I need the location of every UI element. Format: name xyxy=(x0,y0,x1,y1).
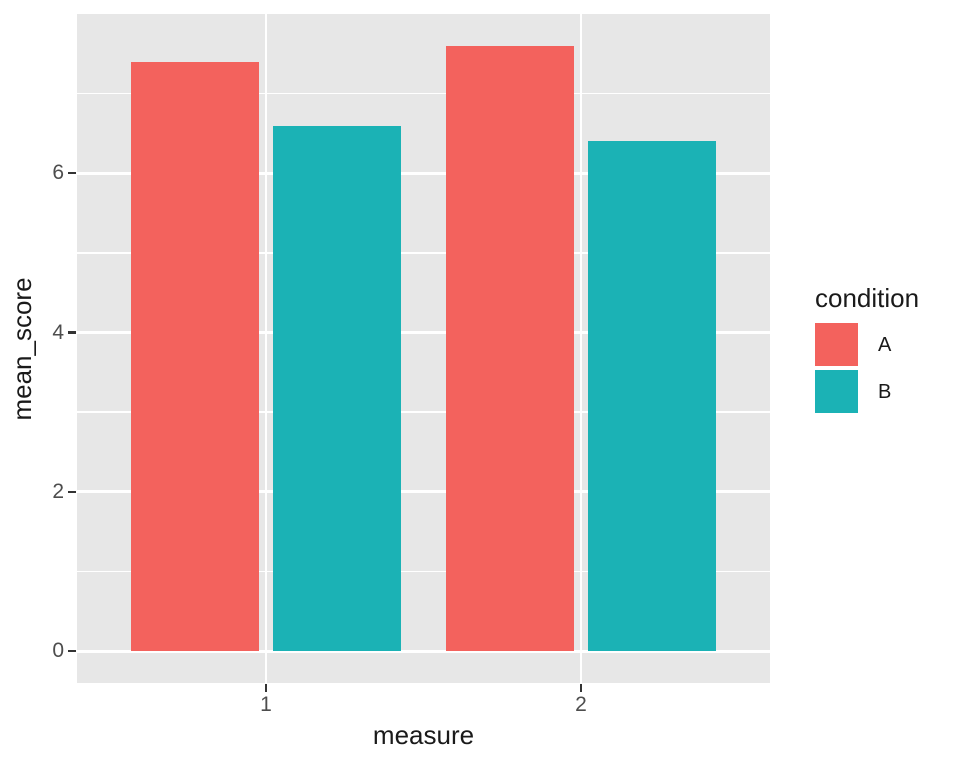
minor-gridline xyxy=(77,92,770,95)
legend-label-B: B xyxy=(878,380,892,403)
major-gridline xyxy=(77,490,770,494)
y-tick-mark xyxy=(68,331,76,334)
legend-label-A: A xyxy=(878,333,892,356)
y-axis-title: mean_score xyxy=(7,276,37,421)
bar-A-cat2 xyxy=(446,45,574,652)
y-tick-label: 6 xyxy=(52,161,64,185)
y-tick-mark xyxy=(68,172,76,175)
y-tick-label: 0 xyxy=(52,639,64,663)
x-tick-mark xyxy=(264,684,268,692)
major-gridline xyxy=(77,649,770,653)
major-gridline-vertical xyxy=(264,14,268,683)
y-tick-mark xyxy=(68,649,76,653)
legend-key-B xyxy=(815,370,858,413)
y-tick-mark xyxy=(68,490,76,494)
x-tick-mark xyxy=(579,684,583,692)
bar-B-cat1 xyxy=(273,125,401,652)
x-tick-label: 1 xyxy=(260,693,272,716)
legend-key-A xyxy=(815,323,858,366)
legend-title: condition xyxy=(815,283,920,313)
major-gridline-vertical xyxy=(579,14,583,683)
x-axis-title: measure xyxy=(372,720,475,750)
plot-panel xyxy=(77,14,770,683)
major-gridline xyxy=(77,331,770,334)
bar-B-cat2 xyxy=(588,141,716,652)
major-gridline xyxy=(77,171,770,175)
x-tick-label: 2 xyxy=(575,693,587,716)
legend: condition A B xyxy=(815,283,955,423)
minor-gridline xyxy=(77,411,770,413)
y-tick-label: 4 xyxy=(52,320,64,344)
y-tick-label: 2 xyxy=(52,479,64,503)
minor-gridline xyxy=(77,252,770,254)
minor-gridline xyxy=(77,570,770,573)
bar-A-cat1 xyxy=(131,61,259,652)
